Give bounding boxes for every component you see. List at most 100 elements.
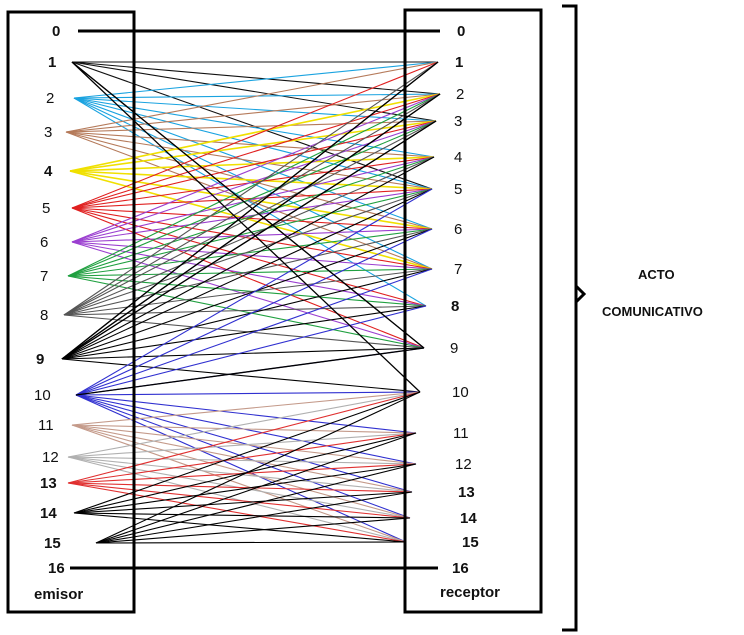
edge-4-2 (69, 93, 441, 172)
edge-6-5 (71, 188, 433, 243)
receptor-node-0: 0 (457, 23, 465, 40)
emisor-node-2: 2 (46, 90, 54, 107)
edge-9-6 (61, 228, 433, 360)
edge-9-5 (61, 188, 433, 360)
edge-11-11 (71, 424, 417, 434)
edge-4-7 (69, 170, 433, 270)
edge-13-15 (67, 482, 407, 543)
receptor-node-9: 9 (450, 340, 458, 357)
emisor-node-8: 8 (40, 307, 48, 324)
cross-edge-9-2 (61, 93, 441, 360)
edge-5-9 (71, 207, 425, 349)
edge-14-14 (73, 512, 411, 519)
receptor-node-4: 4 (454, 149, 462, 166)
emisor-caption: emisor (34, 586, 83, 603)
edge-7-2 (67, 93, 441, 277)
edge-8-7 (63, 268, 433, 316)
bracket-label-acto: ACTO (638, 267, 675, 282)
edge-6-4 (71, 156, 435, 243)
cross-edge-1-9 (71, 61, 425, 349)
edge-10-8 (75, 305, 427, 396)
edge-10-14 (75, 394, 411, 519)
receptor-node-13: 13 (458, 484, 475, 501)
edge-14-13 (73, 491, 413, 514)
edge-8-1 (63, 61, 439, 316)
edge-7-5 (67, 188, 433, 277)
cross-edge-9-3 (61, 120, 437, 360)
receptor-node-15: 15 (462, 534, 479, 551)
receptor-node-2: 2 (456, 86, 464, 103)
cross-edge-9-1 (61, 61, 439, 360)
edge-5-6 (71, 207, 433, 230)
connection-lines (61, 61, 441, 544)
edge-9-7 (61, 268, 433, 360)
acto-comunicativo-bracket (562, 4, 587, 632)
receptor-node-7: 7 (454, 261, 462, 278)
emisor-node-10: 10 (34, 387, 51, 404)
edge-1-5 (71, 61, 433, 190)
emisor-node-16: 16 (48, 560, 65, 577)
bracket-label-comunicativo: COMUNICATIVO (602, 304, 703, 319)
edge-9-9 (61, 347, 425, 360)
edge-11-14 (71, 424, 411, 519)
receptor-node-3: 3 (454, 113, 462, 130)
receptor-node-11: 11 (453, 425, 469, 442)
receptor-node-6: 6 (454, 221, 462, 238)
edge-7-4 (67, 156, 435, 277)
edge-4-4 (69, 156, 435, 172)
edge-9-4 (61, 156, 435, 360)
edge-8-5 (63, 188, 433, 316)
emisor-node-0: 0 (52, 23, 60, 40)
edge-6-8 (71, 241, 427, 307)
edge-3-2 (65, 93, 441, 133)
edge-15-13 (95, 491, 413, 544)
edge-14-15 (73, 512, 407, 543)
emisor-node-9: 9 (36, 351, 44, 368)
edge-7-3 (67, 120, 437, 277)
emisor-node-15: 15 (44, 535, 61, 552)
emisor-node-1: 1 (48, 54, 56, 71)
edge-14-12 (73, 463, 417, 514)
emisor-frame (6, 10, 136, 614)
edge-12-10 (67, 391, 421, 458)
edge-13-14 (67, 482, 411, 519)
receptor-node-5: 5 (454, 181, 462, 198)
emisor-node-7: 7 (40, 268, 48, 285)
edge-15-15 (95, 541, 407, 544)
emisor-node-4: 4 (44, 163, 53, 180)
receptor-node-14: 14 (460, 510, 477, 527)
cross-edge-1-10 (71, 61, 421, 393)
emisor-node-14: 14 (40, 505, 57, 522)
edge-13-11 (67, 432, 417, 484)
edge-15-10 (95, 391, 421, 544)
receptor-node-16: 16 (452, 560, 469, 577)
edge-15-14 (95, 517, 411, 544)
edge-12-15 (67, 456, 407, 543)
edge-3-5 (65, 131, 433, 190)
edge-9-10 (61, 358, 421, 393)
edge-11-10 (71, 391, 421, 426)
edge-13-13 (67, 482, 413, 493)
receptor-caption: receptor (440, 584, 500, 601)
emisor-node-13: 13 (40, 475, 57, 492)
edge-3-4 (65, 131, 435, 158)
emisor-node-3: 3 (44, 124, 52, 141)
edge-10-13 (75, 394, 413, 493)
receptor-node-8: 8 (451, 298, 459, 315)
edge-14-10 (73, 391, 421, 514)
edge-8-6 (63, 228, 433, 316)
edge-3-1 (65, 61, 439, 133)
receptor-node-1: 1 (455, 54, 463, 71)
edge-8-4 (63, 156, 435, 316)
edge-15-11 (95, 432, 417, 544)
edge-7-6 (67, 228, 433, 277)
receptor-frame (403, 8, 543, 614)
receptor-node-10: 10 (452, 384, 469, 401)
edge-9-8 (61, 305, 427, 360)
edge-13-10 (67, 391, 421, 484)
edge-4-3 (69, 120, 437, 172)
edge-4-5 (69, 170, 433, 190)
edge-3-3 (65, 120, 437, 133)
